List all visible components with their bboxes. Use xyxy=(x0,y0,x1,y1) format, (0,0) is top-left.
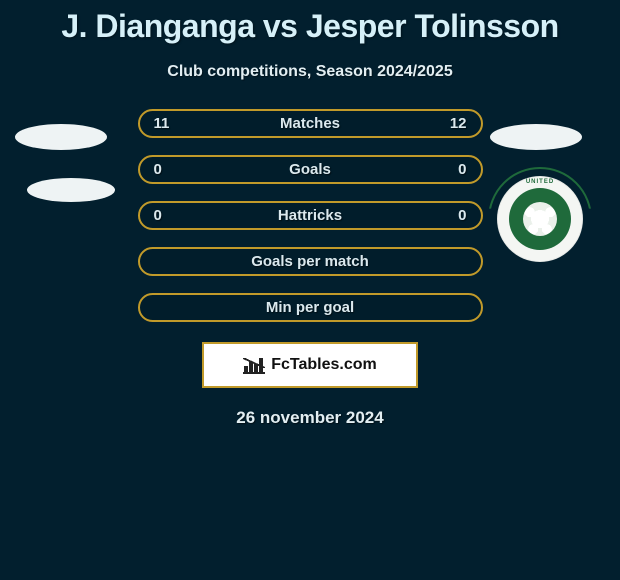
stat-label: Matches xyxy=(184,115,437,132)
page-subtitle: Club competitions, Season 2024/2025 xyxy=(0,63,620,81)
stat-label: Goals per match xyxy=(184,253,437,270)
stat-row-goals-per-match: Goals per match xyxy=(138,247,483,276)
stat-right-value: 12 xyxy=(437,115,467,132)
football-icon xyxy=(523,202,557,236)
stat-label: Min per goal xyxy=(184,299,437,316)
stat-left-value: 11 xyxy=(154,115,184,132)
stats-container: 11 Matches 12 0 Goals 0 0 Hattricks 0 Go… xyxy=(138,109,483,322)
brand-label: FcTables.com xyxy=(271,356,377,374)
brand-link[interactable]: FcTables.com xyxy=(202,342,418,388)
player-right-avatar-placeholder xyxy=(490,124,582,150)
page-title: J. Dianganga vs Jesper Tolinsson xyxy=(0,0,620,45)
player-left-avatar-placeholder xyxy=(15,124,107,150)
club-right-badge-text: UNITED xyxy=(497,179,583,185)
club-left-badge-placeholder xyxy=(27,178,115,202)
bar-chart-icon xyxy=(243,356,265,374)
stat-label: Goals xyxy=(184,161,437,178)
date-label: 26 november 2024 xyxy=(0,408,620,428)
stat-row-hattricks: 0 Hattricks 0 xyxy=(138,201,483,230)
stat-right-value: 0 xyxy=(437,161,467,178)
stat-left-value: 0 xyxy=(154,161,184,178)
stat-label: Hattricks xyxy=(184,207,437,224)
stat-left-value: 0 xyxy=(154,207,184,224)
stat-row-min-per-goal: Min per goal xyxy=(138,293,483,322)
stat-row-matches: 11 Matches 12 xyxy=(138,109,483,138)
stat-right-value: 0 xyxy=(437,207,467,224)
club-right-badge: UNITED xyxy=(497,176,583,262)
stat-row-goals: 0 Goals 0 xyxy=(138,155,483,184)
club-right-badge-inner xyxy=(509,188,571,250)
